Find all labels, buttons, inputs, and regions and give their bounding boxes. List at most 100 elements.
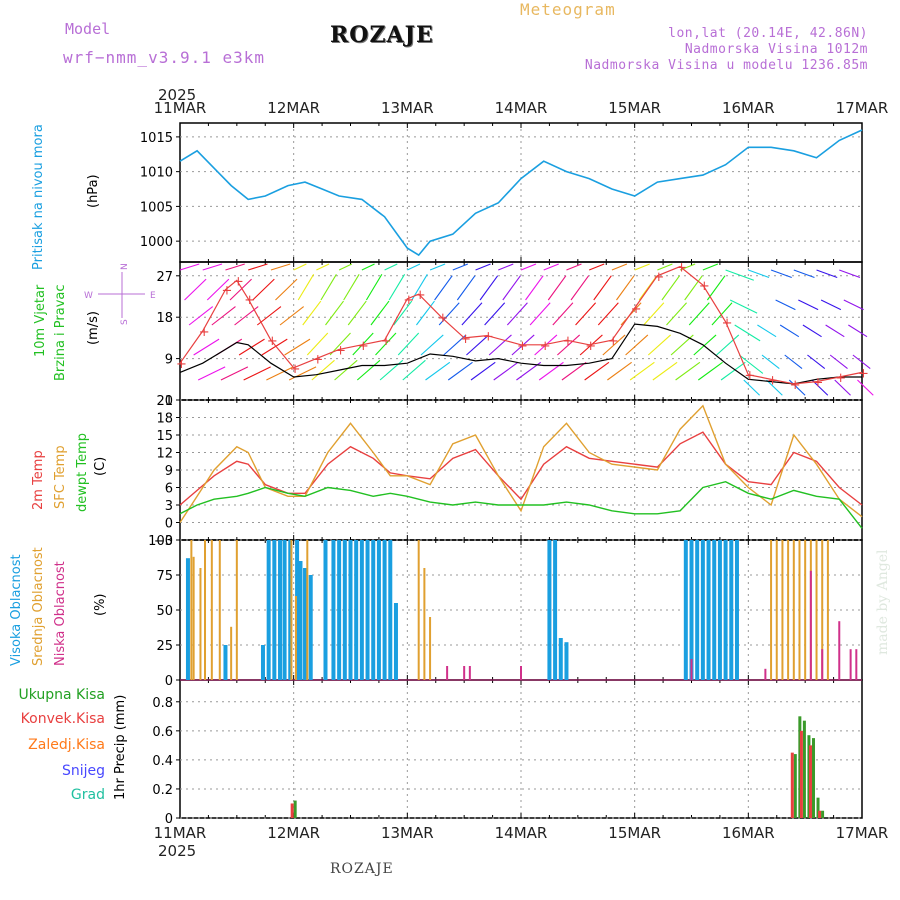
wind-arrow [666, 302, 687, 326]
cloud-high-bar [393, 603, 398, 680]
wind-arrow [193, 338, 220, 356]
precip-conv-bar [290, 803, 294, 818]
wind-arrow [261, 338, 288, 356]
wind-arrow [757, 324, 777, 338]
cloud-high-bar [689, 540, 694, 680]
wind-arrow [420, 334, 444, 356]
wind-arrow [575, 302, 597, 326]
cloud-high-bar [278, 540, 283, 680]
day-label-top: 17MAR [836, 99, 889, 117]
wind-arrow [484, 302, 506, 326]
precip-snow-label: Snijeg [62, 763, 105, 779]
precip-total-bar [798, 716, 802, 818]
wind-arrow [688, 302, 710, 326]
cloud-high-bar [706, 540, 711, 680]
wind-speed-line [179, 323, 862, 385]
y-tick-label-temp: 3 [165, 499, 173, 514]
y-tick-label-cloud: 0 [165, 674, 173, 689]
model-name: wrf−nmm_v3.9.1 e3km [63, 48, 266, 67]
wind-arrow [325, 300, 344, 326]
cloud-low-bar [520, 666, 522, 680]
wind-arrow [652, 361, 678, 381]
wind-arrow [334, 359, 358, 381]
cloud-mid-bar [781, 540, 784, 680]
wind-arrow [520, 263, 537, 271]
station-altitude: Nadmorska Visina 1012m [684, 42, 868, 57]
wind-arrow [684, 275, 703, 301]
station-title: ROZAJE [330, 22, 434, 48]
wind-gust-marker: + [358, 339, 369, 354]
cloud-mid-bar [770, 540, 773, 680]
y-tick-label-precip: 0.4 [152, 754, 173, 769]
wind-arrow [316, 263, 330, 271]
cloud-high-bar [303, 568, 308, 680]
wind-arrow [816, 269, 838, 279]
wind-arrow [584, 361, 610, 381]
wind-arrow [766, 379, 783, 396]
cloud-high-bar [288, 540, 293, 680]
y-tick-label-temp: 21 [156, 394, 173, 409]
wind-arrow [779, 324, 800, 338]
wind-arrow [347, 300, 367, 326]
y-tick-label-cloud: 75 [156, 569, 173, 584]
cloud-mid-bar [815, 540, 818, 680]
wind-arrow [252, 278, 275, 301]
wind-arrow [529, 302, 551, 326]
wind-arrow [229, 278, 252, 301]
model-altitude: Nadmorska Visina u modelu 1236.85m [584, 58, 868, 73]
wind-arrow [375, 332, 397, 356]
pressure-unit: (hPa) [86, 174, 101, 208]
precip-total-bar [821, 810, 825, 818]
precip-total-bar [802, 720, 806, 818]
wind-arrow [734, 324, 761, 342]
wind-arrow [243, 366, 271, 381]
y-tick-label-temp: −3 [154, 534, 173, 549]
wind-arrow [798, 299, 819, 311]
precip-conv-label: Konvek.Kisa [21, 711, 105, 727]
wind-gust-marker: + [403, 293, 414, 308]
wind-arrow [716, 334, 740, 356]
cloud-high-bar [695, 540, 700, 680]
wind-arrow [220, 366, 249, 381]
precip-total-label: Ukupna Kisa [18, 687, 105, 703]
wind-arrow [275, 278, 298, 301]
compass-south: S [120, 319, 130, 325]
wind-arrow [184, 278, 207, 301]
cloud-mid-bar [218, 540, 221, 680]
wind-arrow [493, 361, 519, 381]
pressure-line [179, 129, 863, 257]
wind-arrow [311, 359, 335, 381]
wind-arrow [629, 361, 655, 381]
cloud-high-bar [729, 540, 734, 680]
wind-arrow [384, 263, 398, 271]
precip-total-bar [293, 800, 297, 818]
compass-east: E [150, 291, 156, 301]
wind-arrow [266, 366, 294, 381]
wind-arrow [297, 274, 315, 301]
cloud-high-bar [282, 540, 287, 680]
wind-arrow [270, 263, 291, 271]
cloud-mid-bar [204, 540, 207, 680]
wind-arrow [302, 300, 322, 326]
wind-arrow [597, 302, 619, 326]
cloud-low-bar [855, 649, 858, 680]
wind-gust-marker: + [608, 334, 619, 349]
day-label-bottom: 15MAR [608, 824, 661, 842]
year-bottom-label: 2025 [158, 842, 196, 860]
wind-arrow [829, 354, 848, 369]
y-tick-label-cloud: 25 [156, 639, 173, 654]
y-tick-label-temp: 18 [156, 412, 173, 427]
wind-arrow [365, 274, 383, 301]
wind-arrow [825, 324, 845, 338]
wind-arrow [852, 354, 871, 369]
precip-total-bar [793, 754, 797, 818]
y-tick-label-precip: 0.2 [152, 783, 173, 798]
wind-arrow [793, 269, 815, 279]
cloud-low-bar [809, 570, 812, 680]
day-label-bottom: 12MAR [267, 824, 320, 842]
y-tick-label-pressure: 1000 [140, 235, 173, 250]
wind-arrow [407, 263, 421, 271]
wind-gust-marker: + [676, 261, 687, 276]
wind-arrow [502, 275, 521, 301]
wind-arrow [211, 306, 236, 326]
